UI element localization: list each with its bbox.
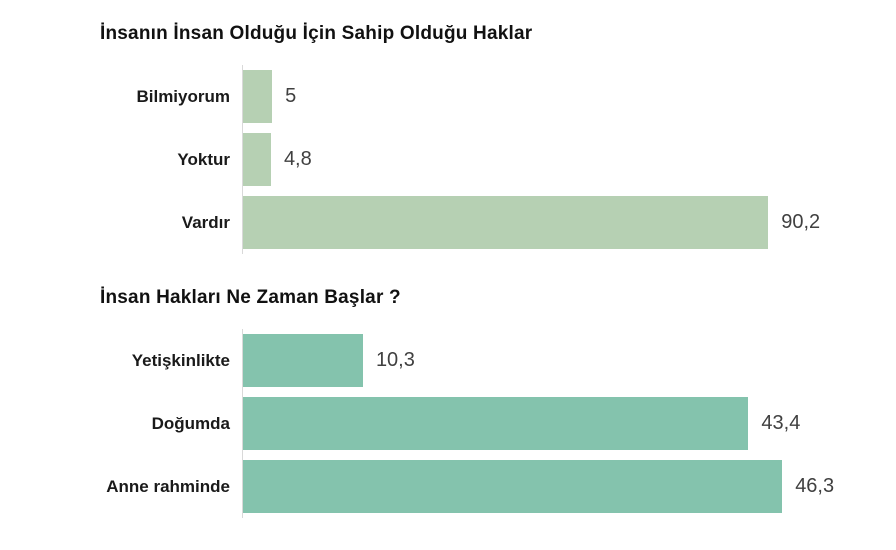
value-label: 90,2 (781, 211, 821, 233)
bar-row: Bilmiyorum 5 (100, 65, 896, 128)
bar (243, 397, 749, 450)
bar-cell: 10,3 (242, 329, 802, 392)
bar-cell: 4,8 (242, 128, 802, 191)
bar (243, 133, 271, 186)
bar-rows: Bilmiyorum 5 Yoktur 4,8 Vardır 90,2 (100, 65, 896, 254)
value-label: 43,4 (761, 412, 801, 434)
bar-row: Yoktur 4,8 (100, 128, 896, 191)
bar-cell: 5 (242, 65, 802, 128)
bar-cell: 46,3 (242, 455, 834, 518)
value-label: 4,8 (283, 148, 312, 170)
category-label: Yoktur (177, 149, 230, 169)
bar (243, 70, 273, 123)
bar (243, 196, 769, 249)
category-label: Doğumda (151, 413, 230, 433)
category-label: Vardır (181, 212, 230, 232)
bar-row: Doğumda 43,4 (100, 392, 896, 455)
category-label: Yetişkinlikte (131, 350, 230, 370)
category-label: Bilmiyorum (136, 86, 230, 106)
value-label: 5 (285, 85, 297, 107)
chart-human-rights-begin: İnsan Hakları Ne Zaman Başlar ? Yetişkin… (100, 286, 896, 518)
chart-title: İnsanın İnsan Olduğu İçin Sahip Olduğu H… (100, 23, 533, 44)
bar-row: Yetişkinlikte 10,3 (100, 329, 896, 392)
bar-row: Vardır 90,2 (100, 191, 896, 254)
chart-human-rights-existence: İnsanın İnsan Olduğu İçin Sahip Olduğu H… (100, 22, 896, 254)
bar (243, 334, 363, 387)
bar (243, 460, 783, 513)
category-label: Anne rahminde (106, 476, 230, 496)
value-label: 46,3 (795, 475, 835, 497)
bar-row: Anne rahminde 46,3 (100, 455, 896, 518)
bar-rows: Yetişkinlikte 10,3 Doğumda 43,4 Anne rahmind… (100, 329, 896, 518)
chart-title: İnsan Hakları Ne Zaman Başlar ? (100, 287, 401, 308)
bar-cell: 90,2 (242, 191, 820, 254)
bar-cell: 43,4 (242, 392, 802, 455)
value-label: 10,3 (375, 349, 415, 371)
